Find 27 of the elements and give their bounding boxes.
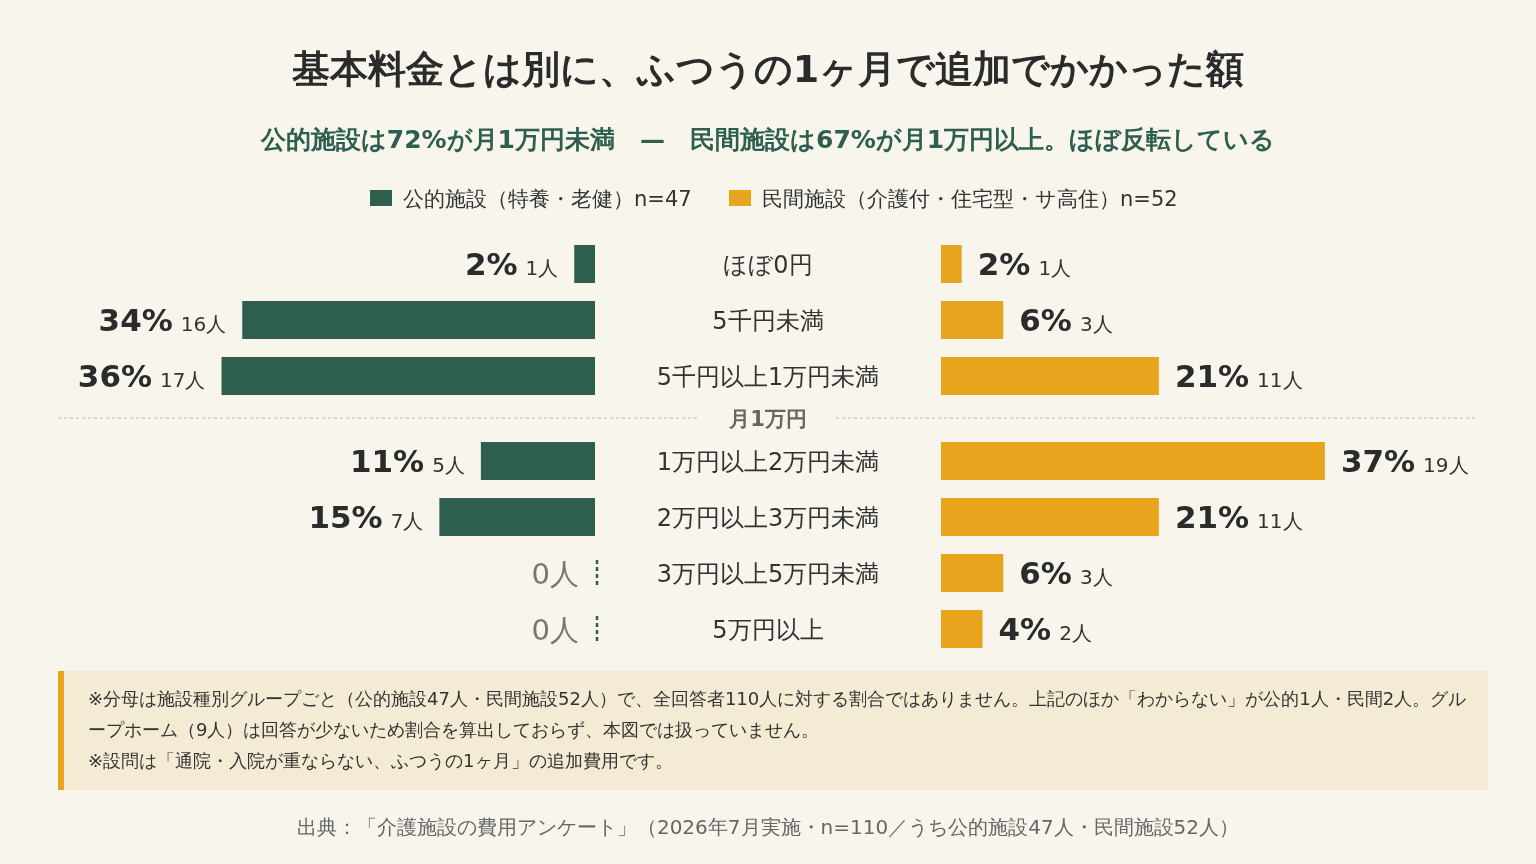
y-tick-label: 3万円以上5万円未満 xyxy=(656,560,880,588)
text: 月1万円 xyxy=(728,407,807,431)
data-label: 21% 11人 xyxy=(1174,358,1303,394)
y-tick-label: 5千円以上1万円未満 xyxy=(656,363,880,391)
data-label: 2% 1人 xyxy=(977,246,1072,282)
data-label: 2% 1人 xyxy=(464,246,559,282)
text: 基本料金とは別に、ふつうの1ヶ月で追加でかかった額 xyxy=(290,47,1245,91)
data-label: 36% 17人 xyxy=(77,358,206,394)
data-label: 15% 7人 xyxy=(308,499,424,535)
data-label: 6% 3人 xyxy=(1019,555,1113,591)
text: ※分母は施設種別グループごと（公的施設47人・民間施設52人）で、全回答者110人に対する割合ではありません。上記のほか「わからない」が公的1人・民間2人。グループホーム（9人）は回答が少ないため割合を算出しておらず、本図では扱っていません。 xyxy=(88,687,1468,742)
y-tick-label: 5千円未満 xyxy=(712,307,824,335)
y-tick-label: 5万円以上 xyxy=(712,616,824,644)
data-label: 37% 19人 xyxy=(1340,443,1469,479)
data-label: 11% 5人 xyxy=(349,443,465,479)
data-label: 4% 2人 xyxy=(998,611,1092,647)
source-note: 出典：「介護施設の費用アンケート」（2026年7月実施・n=110／うち公的施設47人・民間施設52人） xyxy=(296,815,1240,839)
data-label: 34% 16人 xyxy=(98,302,227,338)
y-tick-label: ほぼ0円 xyxy=(723,251,813,279)
data-label: 21% 11人 xyxy=(1174,499,1303,535)
y-tick-label: 1万円以上2万円未満 xyxy=(656,448,880,476)
text: 公的施設は72%が月1万円未満 — 民間施設は67%が月1万円以上。ほぼ反転している xyxy=(259,125,1276,154)
y-tick-label: 2万円以上3万円未満 xyxy=(656,504,880,532)
text: ※設問は「通院・入院が重ならない、ふつうの1ヶ月」の追加費用です。 xyxy=(88,749,674,773)
data-label: 6% 3人 xyxy=(1019,302,1113,338)
data-label: 0人 xyxy=(531,557,579,591)
data-label: 0人 xyxy=(531,613,579,647)
